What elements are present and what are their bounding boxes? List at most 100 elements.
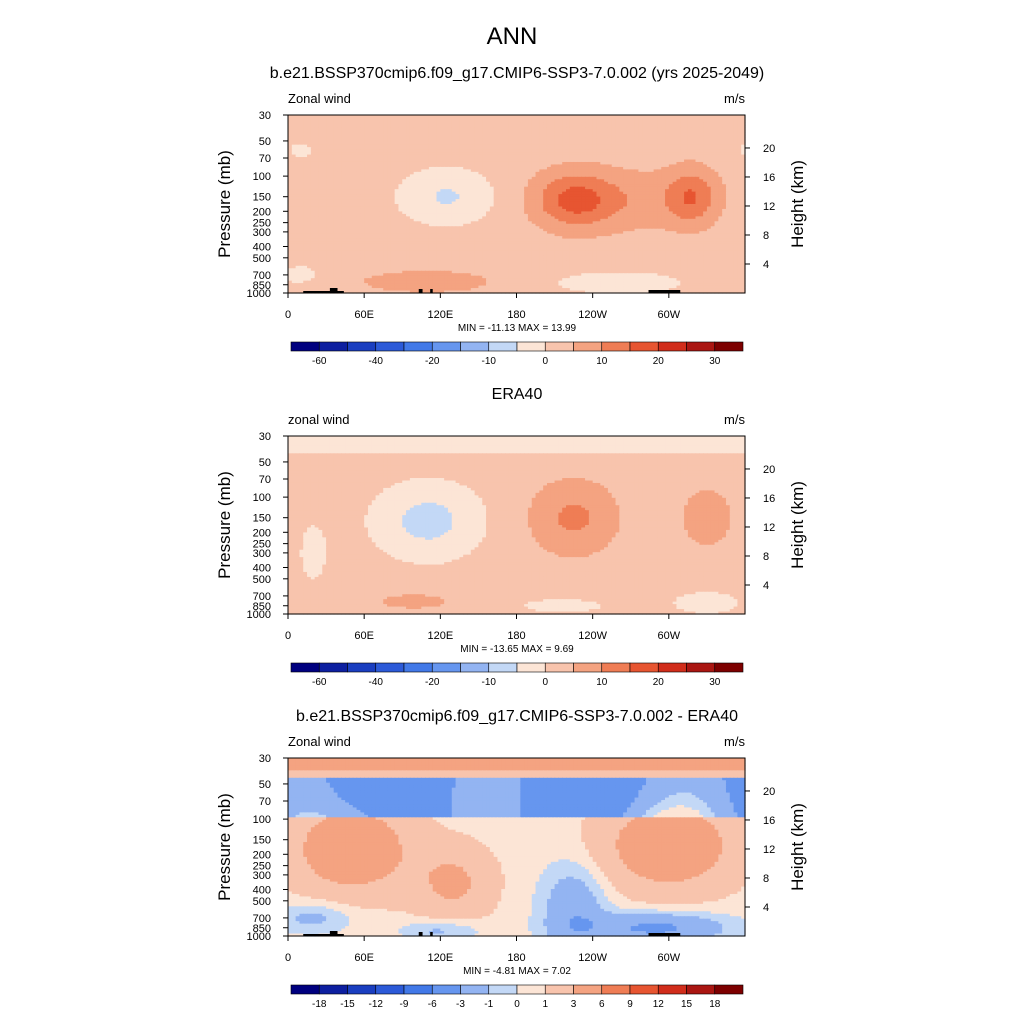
contour-cell <box>295 117 301 121</box>
contour-cell <box>645 149 651 153</box>
contour-cell <box>493 134 499 138</box>
contour-cell <box>600 124 605 128</box>
contour-cell <box>447 115 453 119</box>
contour-cell <box>356 134 361 138</box>
contour-cell <box>478 117 483 121</box>
contour-cell <box>695 159 700 163</box>
contour-cell <box>360 164 365 168</box>
contour-cell <box>356 127 361 131</box>
contour-cell <box>592 122 598 126</box>
contour-cell <box>341 164 346 168</box>
contour-cell <box>706 161 712 166</box>
contour-cell <box>367 132 373 136</box>
contour-cell <box>706 115 712 119</box>
contour-cell <box>550 139 556 143</box>
contour-cell <box>512 161 518 166</box>
contour-cell <box>604 157 609 161</box>
contour-cell <box>444 122 449 126</box>
contour-cell <box>413 154 419 158</box>
contour-cell <box>638 157 643 161</box>
contour-cell <box>360 117 365 121</box>
contour-cell <box>425 129 430 133</box>
contour-cell <box>520 154 525 158</box>
contour-cell <box>512 129 518 133</box>
contour-cell <box>680 117 685 121</box>
contour-cell <box>329 134 335 138</box>
contour-cell <box>657 119 662 124</box>
contour-cell <box>531 137 537 141</box>
contour-cell <box>520 129 525 133</box>
contour-cell <box>600 119 605 124</box>
contour-cell <box>741 149 746 153</box>
contour-cell <box>371 144 377 148</box>
contour-cell <box>409 127 415 131</box>
contour-cell <box>672 142 678 146</box>
contour-cell <box>520 161 525 166</box>
contour-cell <box>341 157 346 161</box>
contour-cell <box>310 157 316 161</box>
contour-cell <box>600 134 605 138</box>
contour-cell <box>653 139 659 143</box>
contour-cell <box>516 129 521 133</box>
contour-cell <box>455 147 460 151</box>
contour-cell <box>737 115 742 119</box>
contour-cell <box>288 147 293 151</box>
contour-cell <box>383 142 388 146</box>
contour-cell <box>341 137 346 141</box>
contour-cell <box>501 124 506 128</box>
contour-cell <box>440 117 445 121</box>
contour-cell <box>645 147 651 151</box>
contour-cell <box>566 147 571 151</box>
contour-cell <box>428 134 434 138</box>
contour-cell <box>596 122 601 126</box>
contour-cell <box>573 122 579 126</box>
contour-cell <box>288 132 293 136</box>
contour-cell <box>364 137 369 141</box>
contour-cell <box>569 115 575 119</box>
contour-cell <box>691 129 697 133</box>
contour-cell <box>653 132 659 136</box>
contour-cell <box>466 119 472 124</box>
contour-cell <box>383 159 388 163</box>
contour-cell <box>665 129 670 133</box>
contour-cell <box>455 144 460 148</box>
contour-cell <box>642 134 647 138</box>
contour-cell <box>299 164 304 168</box>
contour-cell <box>417 159 422 163</box>
contour-cell <box>520 134 525 138</box>
contour-cell <box>417 142 422 146</box>
contour-cell <box>360 129 365 133</box>
contour-cell <box>623 149 628 153</box>
contour-cell <box>326 122 331 126</box>
contour-cell <box>573 119 579 124</box>
contour-cell <box>375 137 380 141</box>
contour-cell <box>657 154 662 158</box>
contour-cell <box>367 122 373 126</box>
contour-cell <box>447 137 453 141</box>
contour-cell <box>387 144 392 148</box>
contour-cell <box>486 134 491 138</box>
contour-cell <box>665 115 670 119</box>
contour-cell <box>310 164 316 168</box>
contour-cell <box>394 159 400 163</box>
contour-cell <box>512 159 518 163</box>
contour-cell <box>592 152 598 156</box>
contour-cell <box>714 161 719 166</box>
contour-cell <box>661 152 666 156</box>
contour-cell <box>333 134 339 138</box>
contour-cell <box>417 119 422 124</box>
contour-cell <box>333 157 339 161</box>
contour-cell <box>543 127 548 131</box>
contour-cell <box>550 122 556 126</box>
contour-cell <box>546 122 552 126</box>
contour-cell <box>619 122 624 126</box>
contour-cell <box>573 115 579 119</box>
contour-cell <box>680 161 685 166</box>
contour-cell <box>421 134 426 138</box>
contour-cell <box>444 142 449 146</box>
contour-cell <box>398 147 403 151</box>
contour-cell <box>607 119 613 124</box>
contour-cell <box>375 164 380 168</box>
contour-cell <box>543 147 548 151</box>
contour-cell <box>379 124 384 128</box>
